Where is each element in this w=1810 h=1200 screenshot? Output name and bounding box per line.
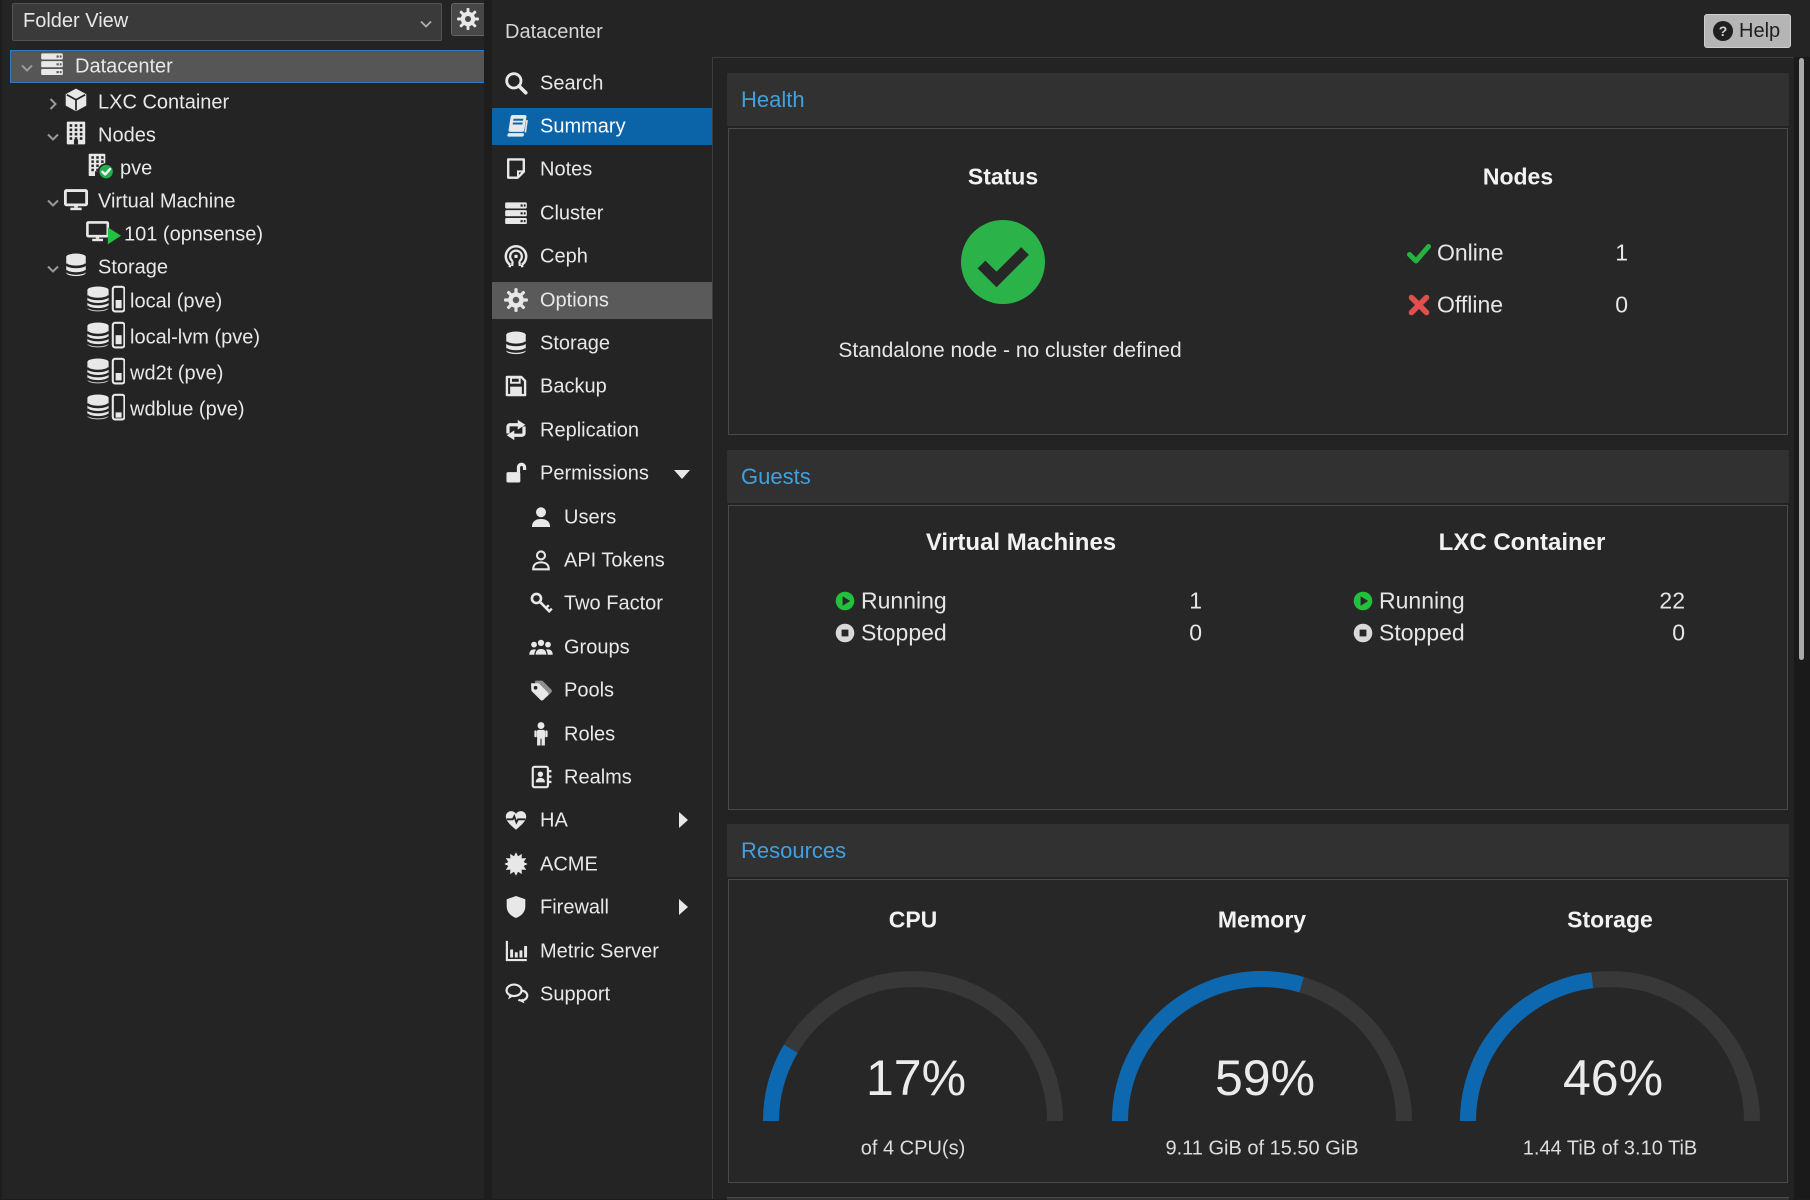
svg-text:?: ?	[1719, 23, 1728, 39]
